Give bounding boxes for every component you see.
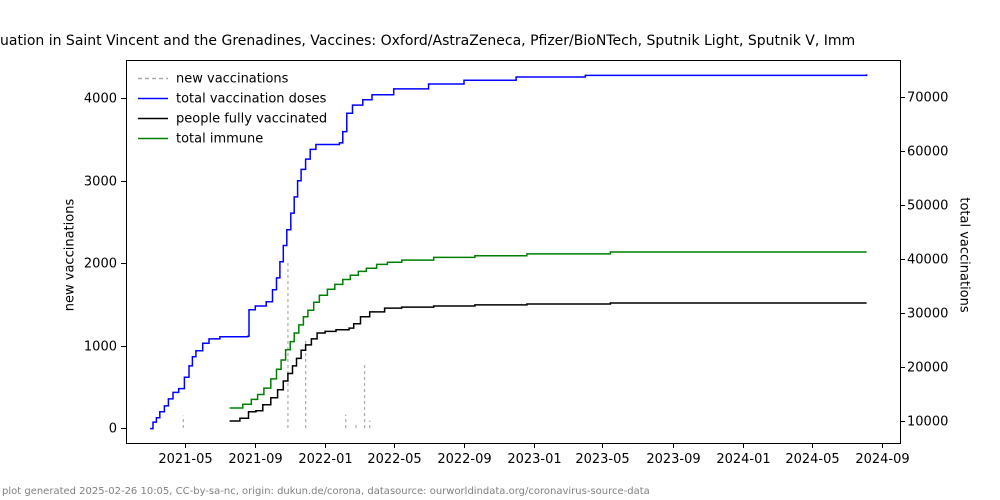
y-tick-label-right: 50000	[907, 198, 949, 213]
y-tick-label-left: 4000	[83, 91, 117, 106]
y-tick-label-left: 1000	[83, 339, 117, 354]
series-line-total-immune	[229, 251, 867, 409]
x-tick-label: 2023-01	[507, 452, 562, 467]
legend-label-total-doses: total vaccination doses	[176, 91, 327, 106]
legend-label-fully-vaccinated: people fully vaccinated	[176, 111, 328, 126]
x-tick-label: 2021-09	[228, 452, 283, 467]
right-axis-title: total vaccinations	[956, 197, 972, 313]
footer-attribution: plot generated 2025-02-26 10:05, CC-by-s…	[2, 486, 650, 497]
x-tick-label: 2022-09	[437, 452, 492, 467]
x-tick-label: 2023-05	[575, 452, 630, 467]
x-tick-label: 2024-05	[785, 452, 840, 467]
y-tick-label-left: 2000	[83, 256, 117, 271]
series-line-people-fully-vaccinated	[229, 302, 867, 422]
x-tick-label: 2021-05	[158, 452, 213, 467]
left-axis-title: new vaccinations	[62, 198, 78, 312]
x-tick-label: 2024-09	[855, 452, 910, 467]
x-tick-label: 2024-01	[716, 452, 771, 467]
y-tick-label-right: 30000	[907, 306, 949, 321]
axes-frame	[126, 60, 901, 444]
x-tick-label: 2023-09	[646, 452, 701, 467]
chart-title: uation in Saint Vincent and the Grenadin…	[0, 33, 856, 49]
y-tick-label-left: 0	[108, 421, 117, 436]
y-tick-label-right: 40000	[907, 252, 949, 267]
series-line-total-vaccination-doses	[150, 74, 868, 430]
y-tick-label-right: 20000	[907, 360, 949, 375]
legend-label-new-vaccinations: new vaccinations	[176, 71, 289, 86]
y-tick-label-right: 10000	[907, 414, 949, 429]
legend-label-total-immune: total immune	[176, 131, 264, 146]
y-tick-label-right: 70000	[907, 90, 949, 105]
x-tick-label: 2022-05	[367, 452, 422, 467]
x-tick-label: 2022-01	[298, 452, 353, 467]
y-tick-label-right: 60000	[907, 144, 949, 159]
y-tick-label-left: 3000	[83, 174, 117, 189]
